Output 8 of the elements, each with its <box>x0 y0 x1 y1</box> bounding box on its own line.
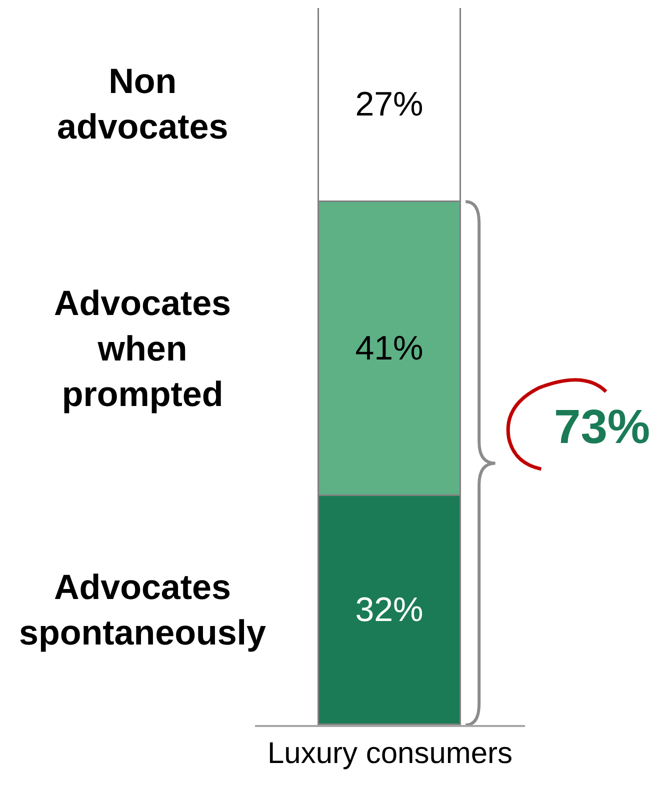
text: Non advocates <box>57 62 228 146</box>
series-label: Advocates spontaneously <box>19 568 267 652</box>
text: 73% <box>554 401 650 454</box>
data-label: 41% <box>355 329 424 368</box>
text: Advocates when prompted <box>54 284 232 414</box>
x-tick-label: Luxury consumers <box>267 736 513 770</box>
data-label: 32% <box>355 590 424 629</box>
data-label: 27% <box>355 85 424 124</box>
